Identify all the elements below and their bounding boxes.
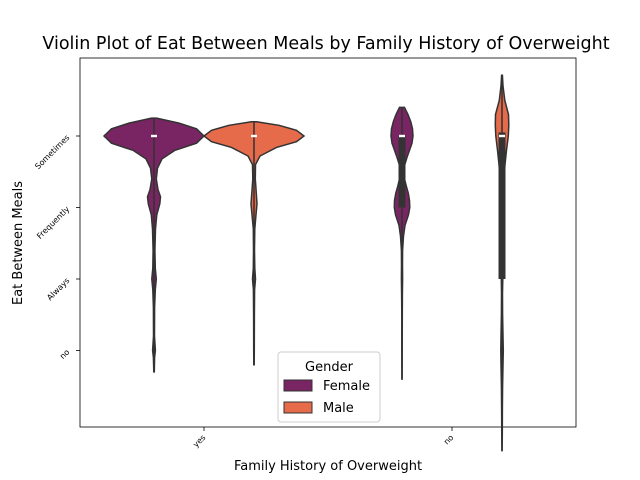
legend-label-female: Female (323, 379, 370, 394)
legend-title: Gender (305, 360, 354, 375)
iqr-box-male-no (498, 132, 506, 279)
median-marker-male-yes (251, 134, 257, 138)
plot-frame (79, 57, 577, 428)
legend-swatch-male (283, 401, 313, 414)
iqr-box-female-no (398, 136, 406, 208)
y-tick-label: Frequently (35, 204, 71, 240)
legend: Gender Female Male (277, 351, 381, 423)
legend-label-male: Male (323, 401, 354, 416)
inner-box-layer (151, 75, 506, 451)
x-axis: yes no (191, 427, 455, 449)
y-tick-label: Sometimes (33, 133, 71, 171)
y-axis: Sometimes Frequently Always no (33, 133, 80, 361)
x-axis-label: Family History of Overweight (234, 459, 422, 474)
legend-swatch-female (283, 379, 313, 392)
chart-title: Violin Plot of Eat Between Meals by Fami… (42, 34, 609, 54)
x-tick-label: no (442, 433, 455, 446)
y-tick-label: Always (45, 276, 71, 302)
x-tick-label: yes (191, 433, 207, 449)
median-marker-female-yes (151, 134, 157, 138)
y-axis-label: Eat Between Meals (11, 181, 26, 305)
median-marker-male-no (499, 134, 505, 138)
median-marker-female-no (399, 134, 405, 138)
y-tick-label: no (58, 347, 71, 360)
